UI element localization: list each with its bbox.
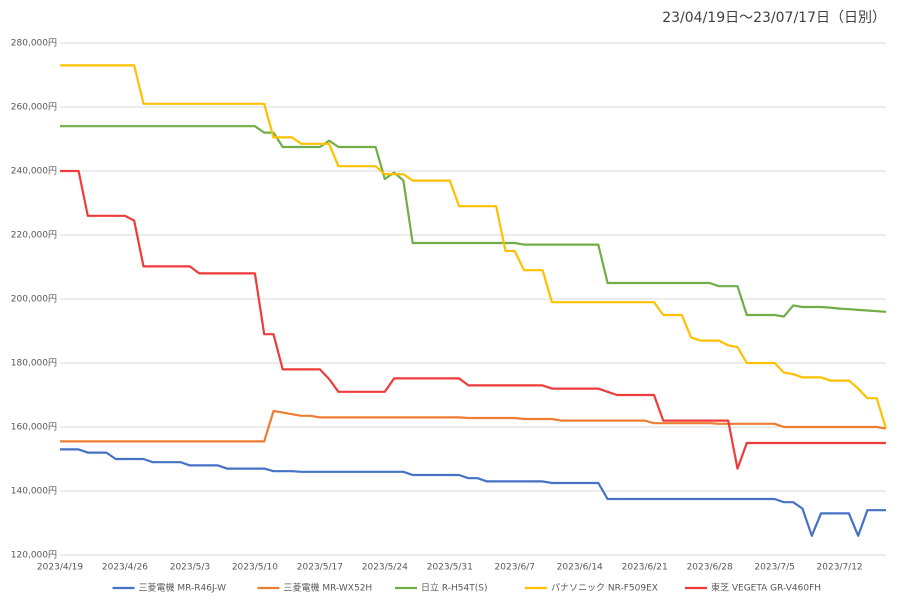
y-tick-label: 180,000円 [11, 358, 57, 369]
y-tick-label: 240,000円 [11, 166, 57, 177]
x-tick-label: 2023/7/12 [817, 563, 863, 573]
x-tick-label: 2023/5/3 [170, 563, 210, 573]
x-tick-label: 2023/6/14 [557, 563, 603, 573]
x-tick-label: 2023/5/17 [297, 563, 343, 573]
line-series [60, 64, 888, 429]
legend-label: 東芝 VEGETA GR-V460FH [711, 582, 821, 594]
y-tick-label: 200,000円 [11, 294, 57, 305]
line-series [60, 409, 887, 443]
line-series [60, 125, 887, 318]
line-series [60, 169, 886, 470]
x-tick-label: 2023/5/31 [427, 563, 473, 573]
legend-label: パナソニック NR-F509EX [551, 583, 658, 594]
y-tick-label: 280,000円 [11, 38, 57, 49]
x-tick-label: 2023/5/10 [232, 563, 278, 573]
x-tick-label: 2023/6/21 [622, 563, 668, 573]
y-tick-label: 160,000円 [11, 422, 57, 433]
line-series [60, 448, 886, 537]
y-tick-label: 140,000円 [11, 486, 57, 497]
x-tick-label: 2023/4/26 [102, 563, 148, 573]
legend-label: 三菱電機 MR-R46J-W [139, 582, 227, 594]
y-tick-label: 260,000円 [11, 102, 57, 113]
x-tick-label: 2023/6/7 [495, 563, 535, 573]
x-tick-label: 2023/4/19 [37, 563, 83, 573]
chart-title: 23/04/19日～23/07/17日（日別） [662, 10, 886, 26]
x-tick-label: 2023/7/5 [754, 563, 794, 573]
legend-label: 三菱電機 MR-WX52H [284, 582, 373, 594]
y-tick-label: 220,000円 [11, 230, 57, 241]
x-tick-label: 2023/5/24 [362, 563, 408, 573]
y-tick-label: 120,000円 [11, 550, 57, 561]
x-tick-label: 2023/6/28 [687, 563, 733, 573]
legend-label: 日立 R-H54T(S) [421, 582, 487, 594]
